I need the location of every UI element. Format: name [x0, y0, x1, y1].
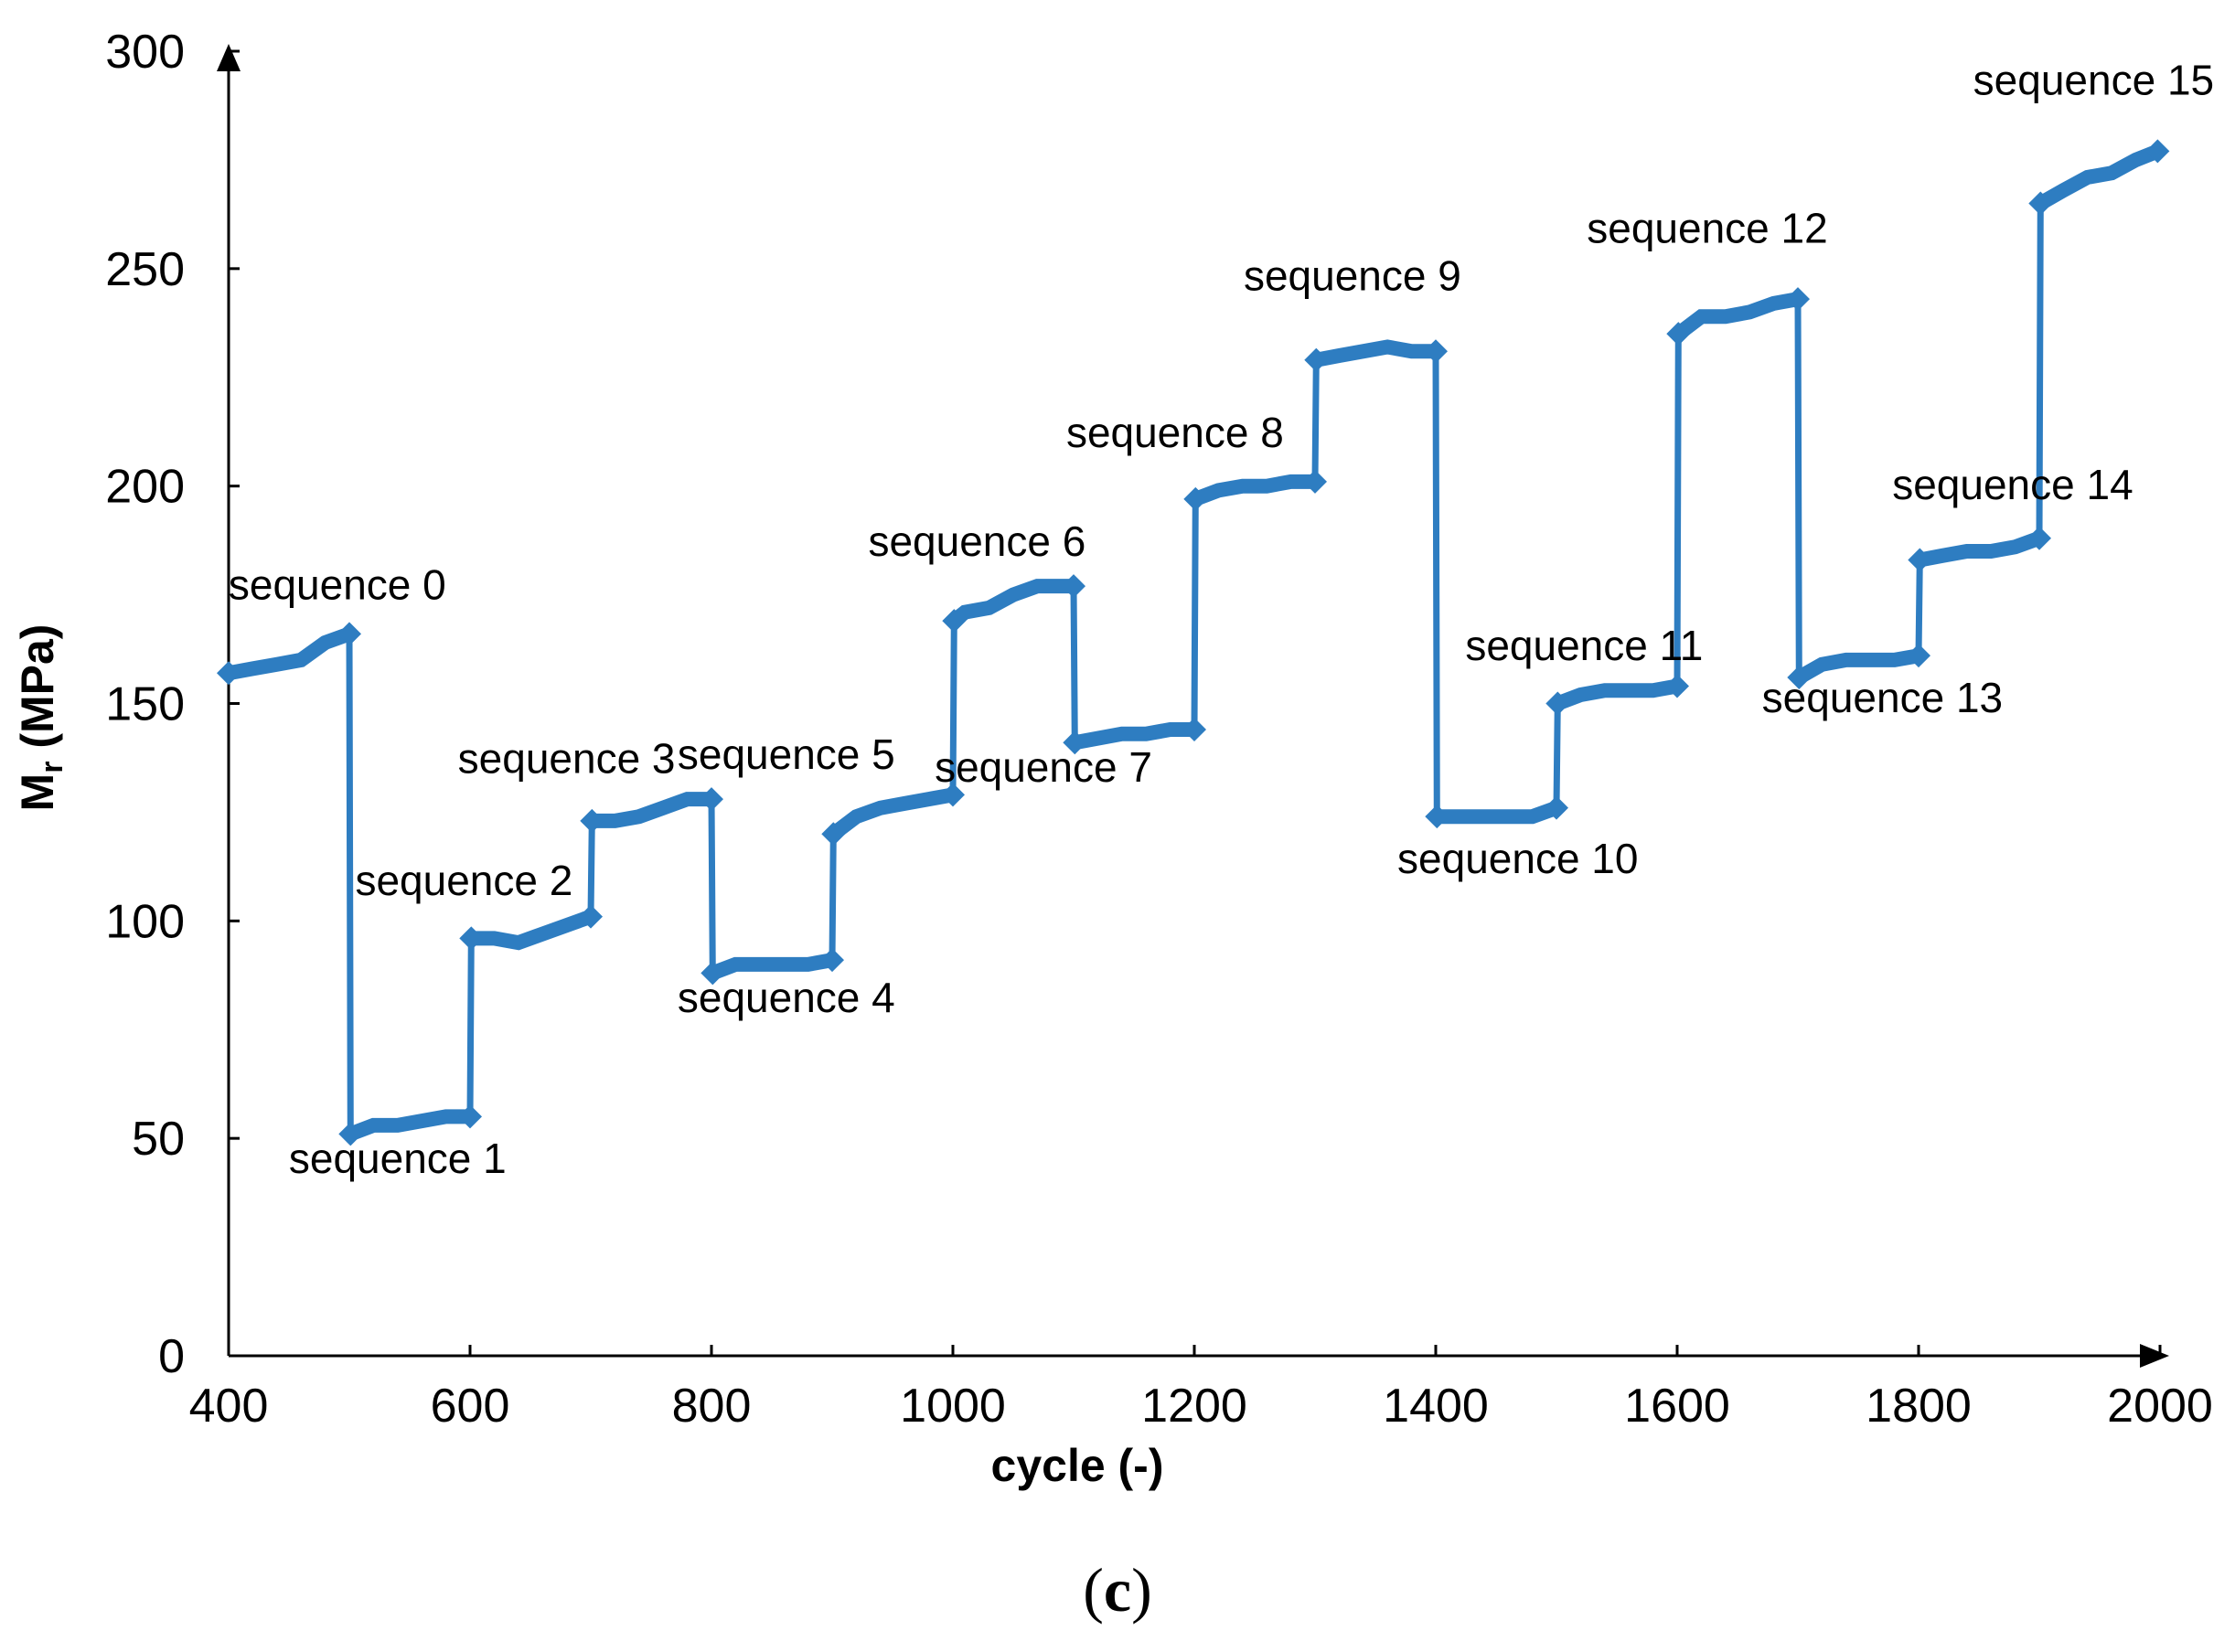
sequence-label: sequence 13 [1762, 674, 2003, 721]
data-point-marker [821, 822, 846, 847]
y-axis-title-unit: (MPa) [12, 624, 63, 762]
data-point-marker [1425, 805, 1449, 829]
data-point-marker [338, 1122, 363, 1146]
caption-close: ) [1131, 1555, 1152, 1625]
y-tick-label: 250 [105, 243, 185, 296]
x-tick-label: 1000 [900, 1380, 1006, 1433]
data-point-marker [1666, 322, 1691, 346]
sequence-plateau [471, 910, 594, 951]
data-point-marker [1063, 730, 1087, 755]
sequence-plateau [348, 1109, 470, 1141]
data-point-marker [1786, 287, 1810, 312]
data-point-marker [1304, 347, 1329, 372]
x-axis-title: cycle (-) [991, 1440, 1164, 1491]
data-point-marker [942, 609, 967, 634]
data-point-marker [217, 661, 241, 686]
data-point-marker [1787, 665, 1812, 689]
data-point-marker [1908, 548, 1932, 572]
x-tick-label: 2000 [2107, 1380, 2213, 1433]
caption-letter: c [1103, 1555, 1132, 1625]
sequence-label: sequence 2 [355, 857, 572, 904]
sequence-label: sequence 12 [1587, 204, 1827, 251]
x-axis-arrow-icon [2140, 1344, 2169, 1368]
data-point-marker [1424, 339, 1448, 364]
data-point-marker [820, 948, 844, 973]
x-tick-label: 800 [672, 1380, 752, 1433]
data-point-marker [1062, 574, 1085, 599]
sequence-label: sequence 9 [1244, 252, 1461, 300]
sequence-plateau [1192, 474, 1315, 506]
sequence-plateau [1555, 678, 1679, 710]
y-tick-label: 200 [105, 461, 185, 514]
sequence-plateau [1073, 722, 1194, 751]
y-axis-title-main: M [12, 773, 63, 812]
y-axis-title-sub: r [35, 762, 70, 773]
y-axis-arrow-icon [217, 44, 241, 71]
sequence-plateau [2037, 144, 2161, 210]
data-point-marker [1545, 795, 1568, 820]
data-point-marker [1183, 486, 1208, 511]
data-point-marker [1665, 674, 1689, 698]
y-tick-label: 300 [105, 26, 185, 79]
sequence-label: sequence 14 [1892, 461, 2133, 508]
x-tick-label: 400 [189, 1380, 269, 1433]
y-tick-label: 50 [132, 1113, 185, 1166]
y-tick-label: 100 [105, 895, 185, 948]
data-point-marker [1545, 691, 1570, 716]
sequence-label: sequence 6 [868, 517, 1085, 565]
x-tick-label: 1800 [1866, 1380, 1972, 1433]
data-series [217, 139, 2170, 1146]
sequence-label: sequence 7 [935, 743, 1152, 791]
sequence-label: sequence 11 [1465, 622, 1703, 669]
data-point-marker [2028, 191, 2053, 216]
sequence-plateau [1795, 648, 1920, 684]
axes [217, 44, 2169, 1368]
sequence-label: sequence 8 [1066, 409, 1284, 456]
caption-open: ( [1083, 1555, 1104, 1625]
sequence-plateau [592, 792, 711, 828]
sequence-plateau [227, 626, 352, 681]
sequence-label: sequence 15 [1973, 57, 2214, 104]
sequence-plateau [1314, 339, 1436, 368]
data-point-marker [458, 1104, 482, 1129]
sequence-label: sequence 3 [458, 735, 676, 783]
sequence-label: sequence 4 [678, 974, 895, 1021]
data-point-marker [579, 904, 603, 929]
sequence-plateau [829, 787, 955, 840]
sequence-label: sequence 0 [229, 560, 446, 608]
data-point-marker [1907, 644, 1930, 668]
data-point-marker [459, 926, 484, 951]
sequence-label: sequence 1 [289, 1135, 507, 1182]
data-point-marker [337, 622, 361, 646]
x-tick-label: 1400 [1383, 1380, 1489, 1433]
x-tick-label: 1600 [1624, 1380, 1730, 1433]
sequence-plateau [1437, 801, 1559, 825]
data-point-marker [2145, 139, 2170, 164]
mr-series-line [228, 148, 2159, 1137]
sequence-plateau [949, 579, 1074, 627]
x-tick-labels: 400 600 800 1000 1200 1400 1600 1800 2000 [189, 1380, 2213, 1433]
sequence-plateau [1674, 292, 1800, 340]
sequence-label: sequence 10 [1397, 835, 1638, 882]
sequence-label: sequence 5 [678, 730, 895, 778]
data-point-marker [941, 783, 965, 807]
data-point-marker [2027, 526, 2051, 550]
data-point-marker [700, 961, 725, 986]
data-point-marker [1182, 718, 1206, 742]
x-tick-label: 1200 [1141, 1380, 1247, 1433]
figure-caption: (c) [0, 1554, 2235, 1626]
sequence-plateau [710, 953, 834, 980]
sequence-plateau [1918, 531, 2042, 568]
x-tick-label: 600 [431, 1380, 510, 1433]
y-axis-title: Mr (MPa) [12, 624, 70, 812]
data-point-marker [580, 808, 604, 833]
y-tick-label: 150 [105, 678, 185, 731]
data-point-marker [1303, 469, 1327, 494]
sequence-labels: sequence 0 sequence 1 sequence 2 sequence 3… [229, 57, 2214, 1183]
y-tick-labels: 0 50 100 150 200 250 300 [105, 26, 185, 1383]
y-tick-label: 0 [158, 1330, 185, 1383]
data-point-marker [700, 787, 723, 812]
